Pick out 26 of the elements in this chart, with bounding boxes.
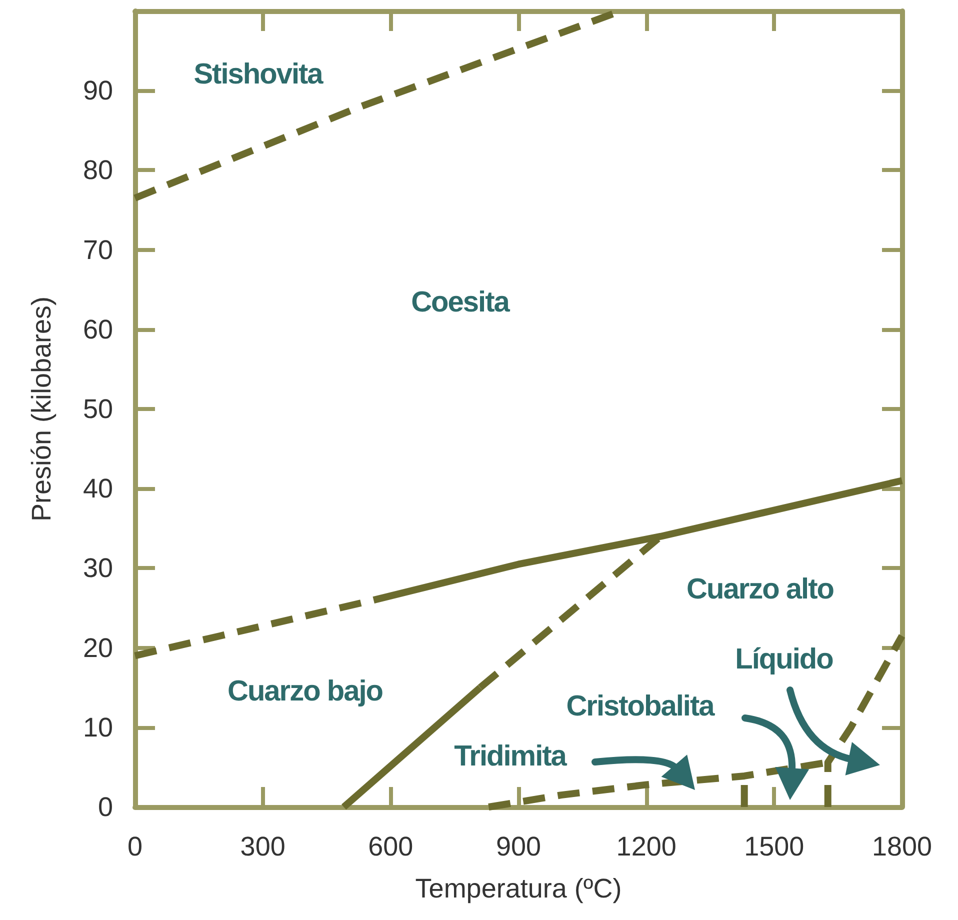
x-tick-label: 600 bbox=[368, 832, 414, 862]
y-tick-label: 30 bbox=[82, 553, 113, 584]
x-tick-label: 900 bbox=[496, 832, 542, 862]
x-tick-label: 1800 bbox=[872, 832, 932, 862]
annotation: Cuarzo alto bbox=[686, 574, 834, 606]
y-tick-label: 50 bbox=[82, 394, 113, 424]
y-tick-label: 0 bbox=[98, 792, 113, 822]
y-tick-label: 70 bbox=[82, 234, 113, 265]
y-tick-label: 60 bbox=[82, 314, 113, 344]
y-tick-label: 90 bbox=[82, 76, 113, 106]
x-axis-title: Temperatura (ºC) bbox=[415, 874, 622, 904]
annotation: Coesita bbox=[411, 286, 509, 320]
annotation: Cuarzo bajo bbox=[228, 676, 382, 708]
annotation: Tridimita bbox=[454, 740, 566, 774]
x-tick-label: 1500 bbox=[744, 832, 804, 862]
annotation: Cristobalita bbox=[566, 690, 714, 724]
annotation: Líquido bbox=[735, 644, 833, 676]
x-tick-label: 300 bbox=[240, 832, 286, 862]
y-tick-label: 20 bbox=[82, 632, 113, 663]
y-tick-label: 10 bbox=[82, 712, 113, 742]
x-tick-label: 1200 bbox=[616, 832, 676, 862]
y-axis-title: Presión (kilobares) bbox=[26, 296, 56, 522]
y-tick-label: 80 bbox=[82, 155, 113, 186]
y-tick-label: 40 bbox=[82, 474, 113, 504]
annotation: Stishovita bbox=[194, 58, 322, 92]
x-tick-label: 0 bbox=[127, 832, 143, 862]
